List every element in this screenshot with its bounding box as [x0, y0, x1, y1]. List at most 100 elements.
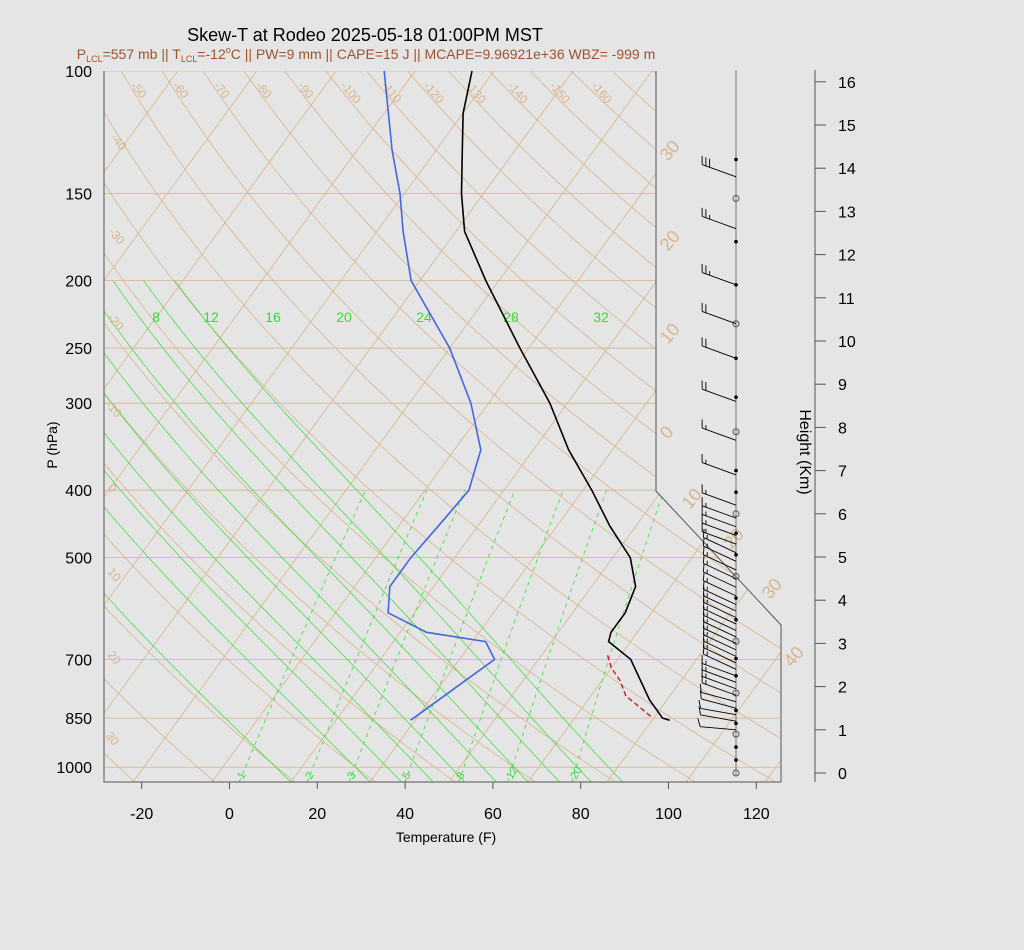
- isotherm-line: [290, 71, 781, 782]
- height-tick-label: 3: [838, 636, 847, 653]
- chart-title: Skew-T at Rodeo 2025-05-18 01:00PM MST: [187, 25, 543, 45]
- mixing-ratio-label: 20: [336, 309, 352, 325]
- isotherm-line: [104, 71, 179, 782]
- dry-adiabat: [202, 71, 781, 782]
- moist-adiabat: [104, 280, 371, 782]
- height-tick-label: 2: [838, 680, 847, 697]
- wind-barb-flag: [702, 546, 705, 555]
- x-tick-label: 0: [225, 806, 234, 823]
- wind-barb-flag: [702, 619, 705, 629]
- height-tick-label: 7: [838, 464, 847, 481]
- pressure-tick-label: 100: [65, 64, 92, 81]
- height-tick-label: 11: [838, 291, 855, 308]
- wind-barb-staff: [702, 215, 737, 230]
- isotherm-label: -100: [338, 79, 364, 107]
- wind-barb-staff: [700, 714, 737, 722]
- isotherm-label: 30: [103, 729, 123, 748]
- mixing-ratio-label: 5: [400, 770, 413, 781]
- moist-adiabat: [104, 280, 497, 782]
- wind-barb-staff: [703, 580, 737, 597]
- mixing-ratio-line: [404, 490, 516, 782]
- mixing-ratio-line: [238, 490, 366, 782]
- dry-adiabat: [104, 71, 781, 782]
- isotherm-line: [527, 71, 781, 782]
- wind-barb-staff: [703, 537, 737, 554]
- mixing-ratio-label: 2: [303, 770, 316, 781]
- dry-adiabat: [693, 71, 781, 782]
- plot-frame-right: [655, 71, 782, 782]
- wind-barb-staff: [703, 588, 737, 605]
- mixing-ratio-line: [306, 490, 428, 782]
- wind-barb-staff: [702, 505, 737, 519]
- moist-adiabat: [174, 280, 624, 782]
- subtitle-p-subscript: LCL: [86, 54, 103, 64]
- isotherm-line: [211, 71, 732, 782]
- wind-level-dot: [734, 721, 738, 726]
- isotherm-label: 20: [105, 648, 125, 667]
- moist-adiabat: [104, 280, 292, 782]
- dry-adiabat: [104, 71, 696, 782]
- dewpoint-trace: [383, 70, 496, 721]
- x-tick-label: 60: [484, 806, 502, 823]
- wind-barb-staff: [703, 545, 737, 562]
- dry-adiabat: [104, 71, 616, 782]
- wind-profile-panel: [697, 70, 740, 777]
- subtitle-p-symbol: P: [77, 46, 86, 62]
- dry-adiabat: [104, 71, 296, 782]
- wind-barb-staff: [703, 571, 737, 588]
- moist-adiabat: [104, 280, 466, 782]
- parcel-trace: [606, 654, 652, 717]
- pressure-tick-label: 300: [65, 396, 92, 413]
- wind-barb-flag: [702, 593, 705, 603]
- height-tick-label: 5: [838, 550, 847, 567]
- wind-barb-flag: [702, 645, 705, 655]
- wind-barb-flag: [702, 554, 705, 564]
- x-axis-label: Temperature (F): [396, 829, 496, 845]
- wind-barb-staff: [702, 427, 737, 441]
- wind-barb-flag: [702, 606, 705, 616]
- wind-barb-staff: [702, 682, 737, 696]
- dry-adiabat: [529, 71, 781, 782]
- pressure-tick-label: 200: [65, 274, 92, 291]
- dry-adiabat: [104, 71, 776, 782]
- height-tick-label: 0: [838, 766, 847, 783]
- isotherm-line: [448, 71, 781, 782]
- isotherm-label: -90: [295, 79, 317, 102]
- isotherm-line: [369, 71, 781, 782]
- subtitle-t-subscript: LCL: [181, 54, 198, 64]
- isotherm-label-large: 20: [720, 524, 748, 552]
- height-tick-label: 10: [838, 334, 856, 351]
- wind-level-circle: [732, 320, 740, 328]
- isotherm-label: -70: [211, 79, 233, 102]
- mixing-ratio-label: 20: [568, 765, 585, 782]
- subtitle-degree: o: [226, 45, 231, 55]
- wind-barb-flag: [698, 706, 701, 715]
- wind-barb-flag: [702, 580, 705, 590]
- wind-barb-flag: [702, 613, 705, 622]
- isotherm-line: [132, 71, 653, 782]
- moist-adiabat: [104, 280, 529, 782]
- wind-barb-staff: [702, 669, 737, 683]
- dry-adiabat: [243, 71, 781, 782]
- wind-barb-staff: [703, 562, 737, 580]
- isotherm-line: [104, 71, 574, 782]
- isotherm-label: -150: [547, 79, 573, 107]
- wind-barb-flag: [702, 600, 705, 609]
- dry-adiabat: [366, 71, 781, 782]
- isotherm-line: [104, 71, 337, 782]
- wind-level-circle: [732, 510, 740, 518]
- wind-barb-staff: [702, 164, 737, 178]
- height-tick-label: 8: [838, 420, 847, 437]
- x-tick-label: 40: [396, 806, 414, 823]
- mixing-ratio-label: 32: [593, 309, 609, 325]
- x-tick-label: 80: [572, 806, 590, 823]
- pressure-tick-label: 500: [65, 551, 92, 568]
- pressure-tick-label: 150: [65, 187, 92, 204]
- wind-barb-flag: [698, 699, 701, 709]
- isotherm-line: [0, 71, 20, 782]
- wind-barb-staff: [702, 388, 737, 402]
- isotherm-label: -80: [253, 79, 275, 102]
- isotherm-line: [104, 71, 258, 782]
- wind-level-dot: [734, 745, 738, 749]
